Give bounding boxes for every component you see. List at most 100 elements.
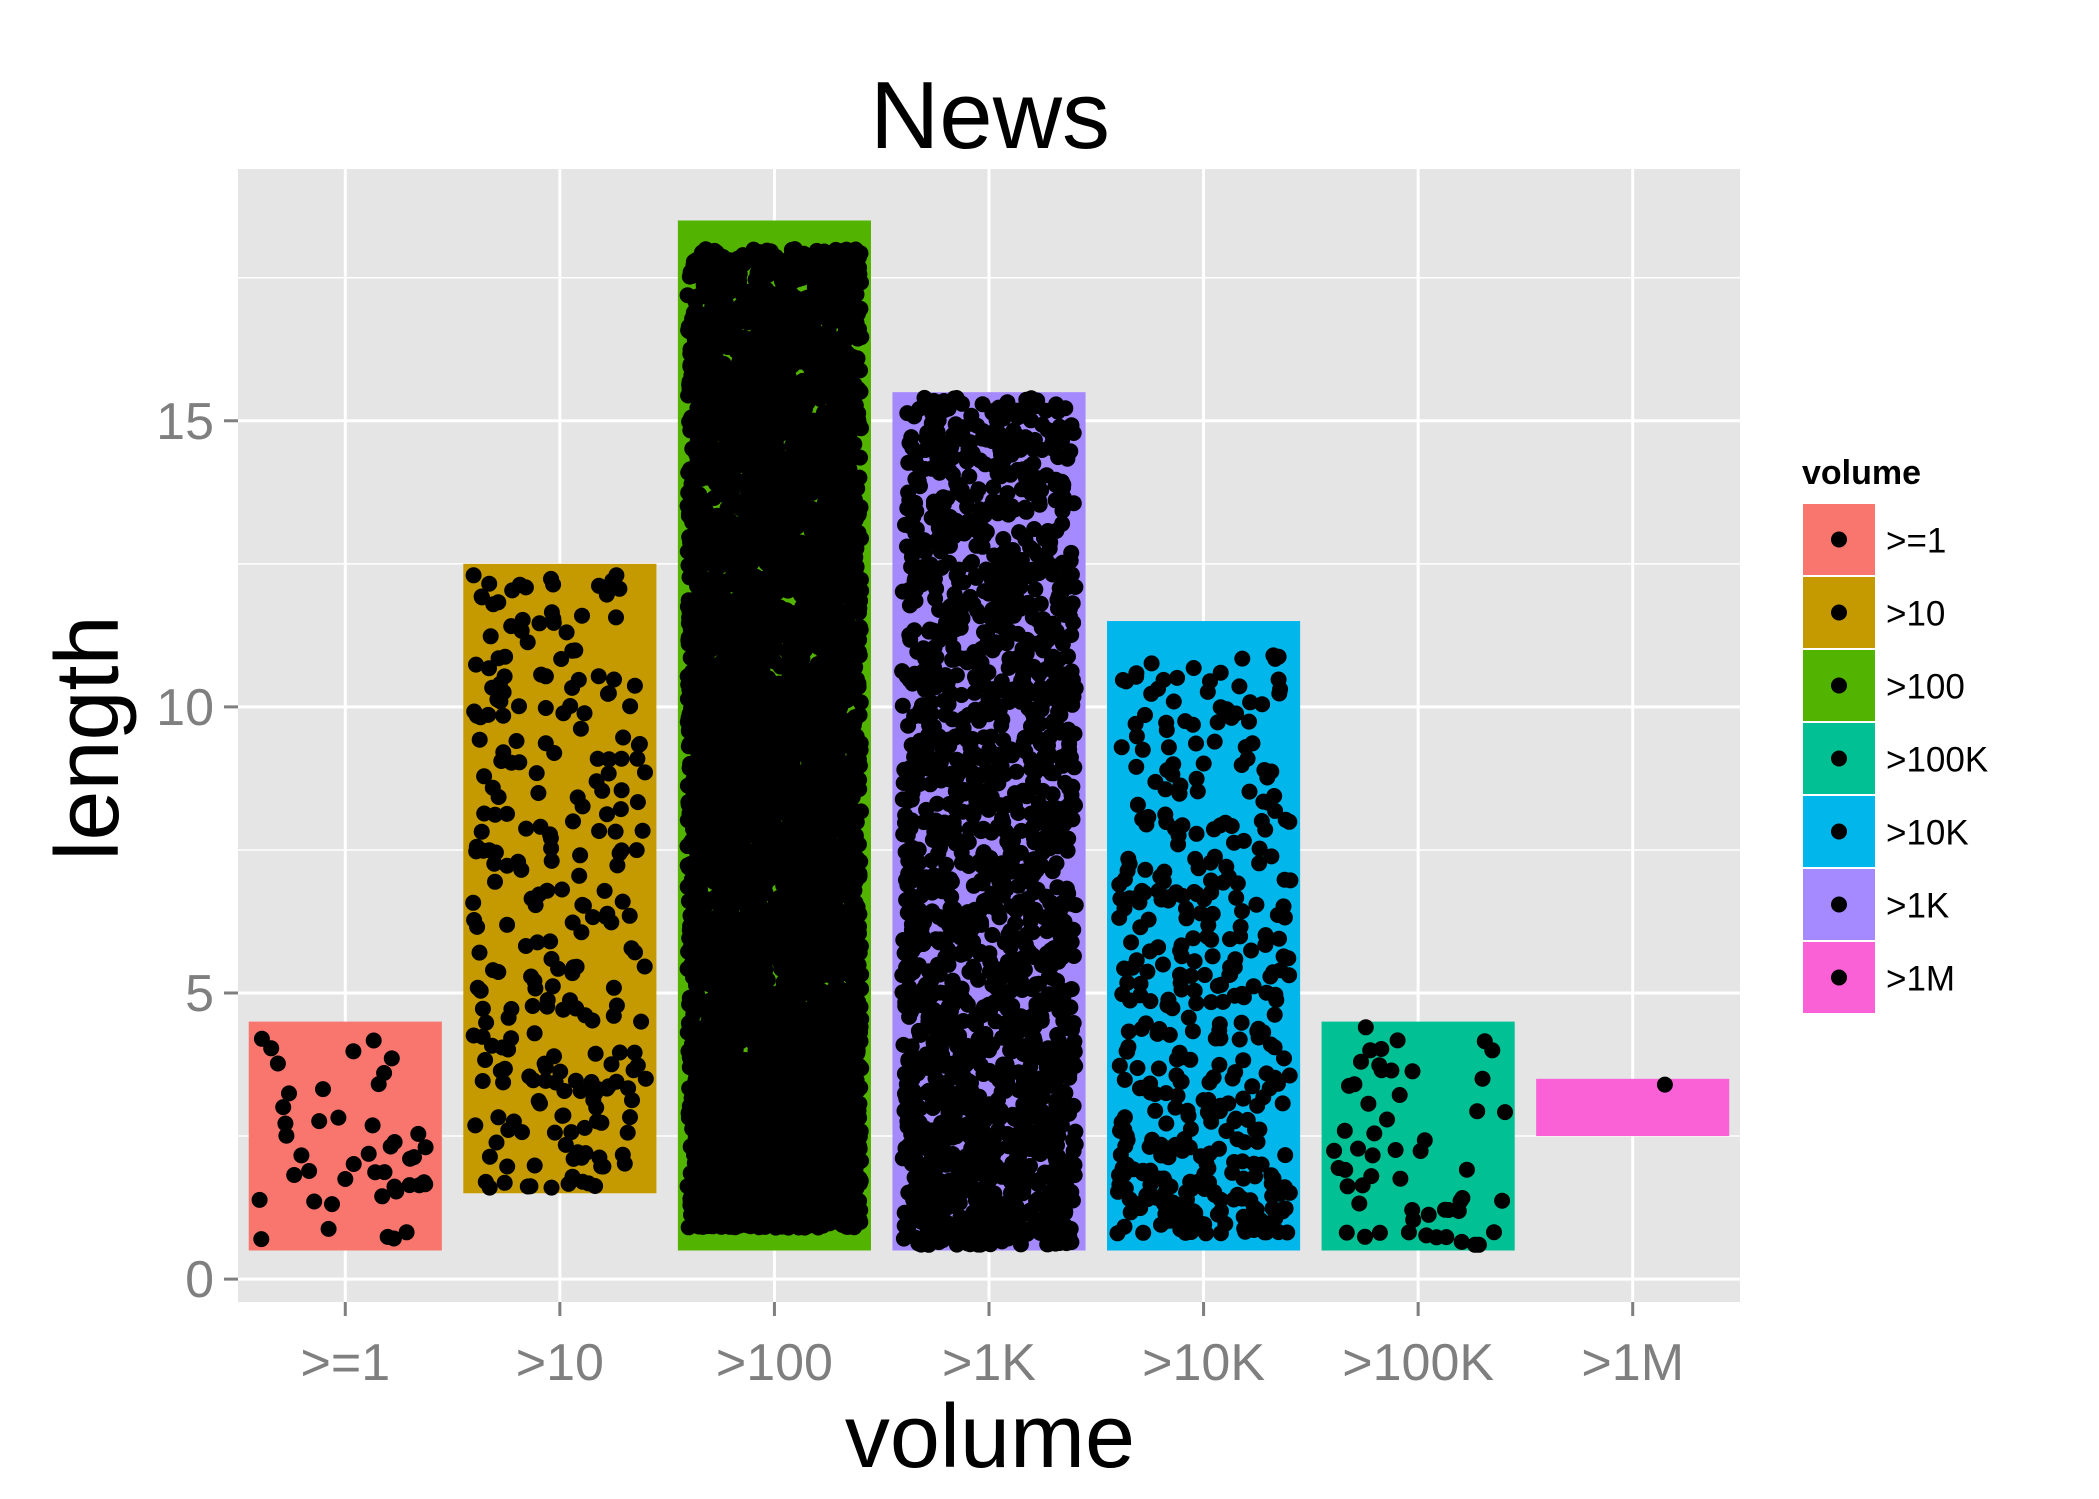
data-point bbox=[337, 1171, 354, 1187]
data-point bbox=[546, 1048, 562, 1065]
data-point bbox=[367, 1164, 384, 1181]
data-point bbox=[555, 1107, 572, 1124]
data-point bbox=[839, 1019, 856, 1036]
data-point bbox=[742, 311, 759, 328]
data-point bbox=[382, 1138, 399, 1155]
data-point bbox=[743, 439, 760, 456]
data-point bbox=[682, 1190, 699, 1207]
data-point bbox=[707, 567, 724, 584]
data-point bbox=[713, 839, 730, 856]
data-point bbox=[755, 704, 772, 721]
data-point bbox=[469, 979, 486, 996]
data-point bbox=[806, 373, 823, 390]
data-point bbox=[476, 768, 493, 785]
data-point bbox=[851, 469, 868, 486]
data-point bbox=[840, 1213, 857, 1230]
data-point bbox=[637, 1070, 654, 1087]
data-point bbox=[584, 909, 601, 926]
data-point bbox=[840, 390, 857, 407]
data-point bbox=[370, 1076, 387, 1093]
data-point bbox=[822, 550, 839, 566]
data-point bbox=[574, 607, 590, 624]
data-point bbox=[537, 668, 554, 685]
data-point bbox=[788, 455, 804, 472]
data-point bbox=[680, 484, 697, 501]
points->100 bbox=[679, 241, 870, 1236]
data-point bbox=[490, 1109, 507, 1126]
data-point bbox=[526, 1157, 543, 1174]
data-point bbox=[781, 506, 798, 523]
data-point bbox=[324, 1196, 340, 1213]
data-point bbox=[574, 896, 591, 913]
data-point bbox=[850, 868, 867, 885]
data-point bbox=[743, 696, 760, 713]
data-point bbox=[796, 1165, 813, 1182]
data-point bbox=[401, 1177, 418, 1194]
data-point bbox=[301, 1163, 318, 1179]
data-point bbox=[719, 1102, 736, 1119]
data-point bbox=[495, 744, 512, 761]
data-point bbox=[286, 1167, 303, 1183]
data-point bbox=[406, 1149, 422, 1166]
data-point bbox=[724, 847, 741, 864]
data-point bbox=[622, 1109, 638, 1126]
data-point bbox=[707, 1150, 724, 1167]
data-point bbox=[717, 522, 734, 539]
data-point bbox=[558, 624, 575, 641]
data-point bbox=[465, 1027, 482, 1044]
data-point bbox=[539, 998, 556, 1015]
data-point bbox=[806, 617, 823, 634]
data-point bbox=[275, 1099, 292, 1116]
data-point bbox=[468, 707, 485, 724]
data-point bbox=[251, 1191, 268, 1208]
data-point bbox=[848, 978, 865, 995]
data-point bbox=[689, 656, 706, 673]
data-point bbox=[519, 1178, 536, 1195]
data-point bbox=[731, 891, 748, 908]
data-point bbox=[850, 675, 867, 692]
data-point bbox=[499, 916, 516, 933]
data-point bbox=[784, 332, 801, 349]
data-point bbox=[539, 882, 556, 899]
data-point bbox=[277, 1115, 294, 1132]
data-point bbox=[587, 1085, 604, 1101]
data-point bbox=[615, 729, 632, 746]
data-point bbox=[410, 1125, 427, 1142]
data-point bbox=[281, 1085, 297, 1102]
data-point bbox=[760, 759, 777, 776]
data-point bbox=[468, 843, 485, 860]
data-point bbox=[627, 944, 643, 961]
data-point bbox=[315, 1081, 331, 1098]
data-point bbox=[707, 778, 724, 795]
data-point bbox=[773, 791, 790, 808]
data-point bbox=[605, 1007, 622, 1024]
data-point bbox=[563, 1124, 580, 1141]
data-point bbox=[605, 979, 622, 996]
data-point bbox=[487, 806, 504, 823]
data-point bbox=[777, 1054, 793, 1070]
data-point bbox=[263, 1040, 280, 1057]
data-point bbox=[754, 807, 771, 824]
data-point bbox=[840, 253, 857, 270]
data-point bbox=[770, 675, 787, 692]
data-point bbox=[490, 650, 507, 667]
data-point bbox=[495, 1074, 512, 1091]
data-point bbox=[385, 1230, 402, 1247]
bar->1M bbox=[1536, 1078, 1730, 1137]
data-point bbox=[763, 1094, 780, 1110]
data-point bbox=[269, 1055, 286, 1072]
data-point bbox=[821, 850, 838, 867]
data-point bbox=[482, 628, 499, 645]
data-point bbox=[293, 1147, 310, 1164]
data-point bbox=[588, 773, 605, 790]
data-point bbox=[849, 305, 866, 322]
data-point bbox=[508, 733, 525, 749]
data-point bbox=[562, 992, 578, 1009]
data-point bbox=[590, 668, 607, 685]
data-point bbox=[599, 806, 615, 823]
data-point bbox=[745, 795, 762, 812]
data-point bbox=[810, 639, 827, 655]
data-point bbox=[737, 546, 754, 563]
data-point bbox=[822, 480, 839, 496]
data-point bbox=[505, 1113, 522, 1130]
